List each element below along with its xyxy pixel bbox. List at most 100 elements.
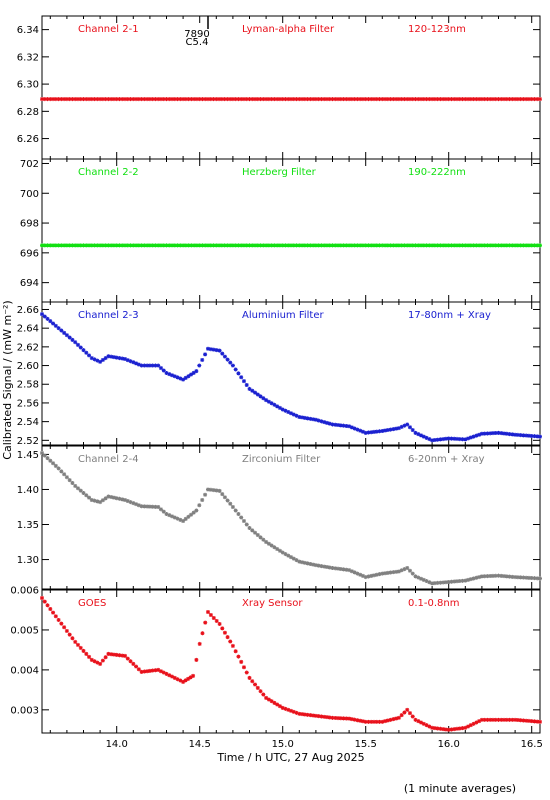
data-point	[128, 500, 133, 505]
data-point	[488, 431, 493, 436]
data-point	[123, 243, 127, 248]
data-point	[89, 356, 94, 361]
data-point	[333, 97, 338, 102]
data-point	[255, 392, 260, 397]
data-point	[399, 97, 404, 102]
data-point	[366, 430, 371, 435]
data-point	[468, 577, 473, 582]
data-point	[233, 97, 238, 102]
data-point	[341, 97, 346, 102]
data-point	[416, 243, 421, 248]
data-point	[490, 97, 495, 102]
panel-frame	[41, 15, 541, 160]
data-point	[391, 717, 396, 722]
data-point	[360, 719, 365, 724]
data-point	[490, 431, 495, 436]
data-point	[424, 723, 429, 728]
data-point	[48, 319, 53, 324]
data-point	[294, 413, 299, 418]
data-point	[358, 243, 363, 248]
data-point	[499, 573, 504, 578]
data-point	[410, 97, 415, 102]
data-point	[120, 243, 125, 248]
data-point	[70, 243, 75, 248]
data-point	[103, 655, 108, 660]
data-point	[64, 475, 69, 480]
data-point	[139, 669, 144, 674]
data-series	[40, 97, 542, 102]
data-point	[214, 348, 219, 353]
x-tick-label: 15.5	[355, 739, 377, 750]
data-point	[109, 652, 114, 657]
data-point	[311, 417, 316, 422]
data-point	[139, 97, 144, 102]
data-point	[233, 367, 238, 372]
data-point	[230, 643, 235, 648]
data-point	[366, 719, 371, 724]
data-point	[294, 710, 299, 715]
data-point	[474, 575, 479, 580]
data-point	[490, 243, 495, 248]
data-point	[449, 727, 454, 732]
data-point	[347, 97, 352, 102]
data-point	[297, 711, 302, 716]
data-point	[455, 726, 459, 731]
data-point	[302, 560, 307, 565]
data-point	[316, 714, 321, 719]
data-point	[477, 432, 482, 437]
data-point	[230, 243, 235, 248]
data-point	[524, 433, 529, 438]
data-point	[526, 97, 531, 102]
data-point	[95, 660, 100, 665]
data-point	[286, 409, 291, 414]
data-point	[399, 424, 404, 429]
data-point	[446, 579, 451, 584]
data-point	[410, 714, 415, 719]
data-point	[170, 373, 175, 378]
data-point	[396, 243, 401, 248]
data-point	[87, 654, 92, 659]
data-point	[197, 641, 202, 646]
data-point	[383, 719, 388, 724]
data-point	[479, 97, 484, 102]
data-point	[261, 396, 266, 401]
data-point	[125, 656, 130, 661]
data-point	[117, 496, 122, 501]
filter-label: Aluminium Filter	[242, 310, 325, 321]
data-point	[532, 243, 537, 248]
flare-time-label: 7890	[184, 29, 209, 40]
data-point	[388, 717, 393, 722]
data-point	[355, 718, 360, 723]
data-point	[352, 243, 357, 248]
data-point	[499, 243, 504, 248]
data-point	[194, 369, 199, 374]
data-point	[134, 664, 139, 669]
data-point	[236, 243, 241, 248]
data-point	[142, 669, 147, 674]
data-point	[510, 97, 515, 102]
data-point	[502, 97, 507, 102]
panel-3: 2.52 2.54 2.56 2.58 2.60 2.62 2.64 2.66 Channel …	[17, 301, 542, 447]
data-point	[95, 243, 100, 248]
data-point	[452, 436, 457, 441]
data-point	[283, 552, 288, 557]
data-point	[275, 404, 280, 409]
data-point	[142, 504, 147, 509]
data-point	[98, 500, 103, 505]
data-point	[316, 418, 321, 423]
data-point	[466, 243, 471, 248]
data-point	[405, 243, 410, 248]
data-point	[250, 388, 255, 393]
data-point	[432, 438, 437, 443]
data-point	[153, 668, 158, 673]
data-point	[219, 97, 224, 102]
data-point	[131, 360, 136, 365]
data-point	[92, 97, 97, 102]
data-point	[319, 714, 324, 719]
data-point	[189, 243, 194, 248]
data-point	[482, 243, 487, 248]
data-point	[485, 97, 490, 102]
data-point	[219, 243, 224, 248]
data-point	[479, 574, 484, 579]
data-point	[341, 423, 346, 428]
